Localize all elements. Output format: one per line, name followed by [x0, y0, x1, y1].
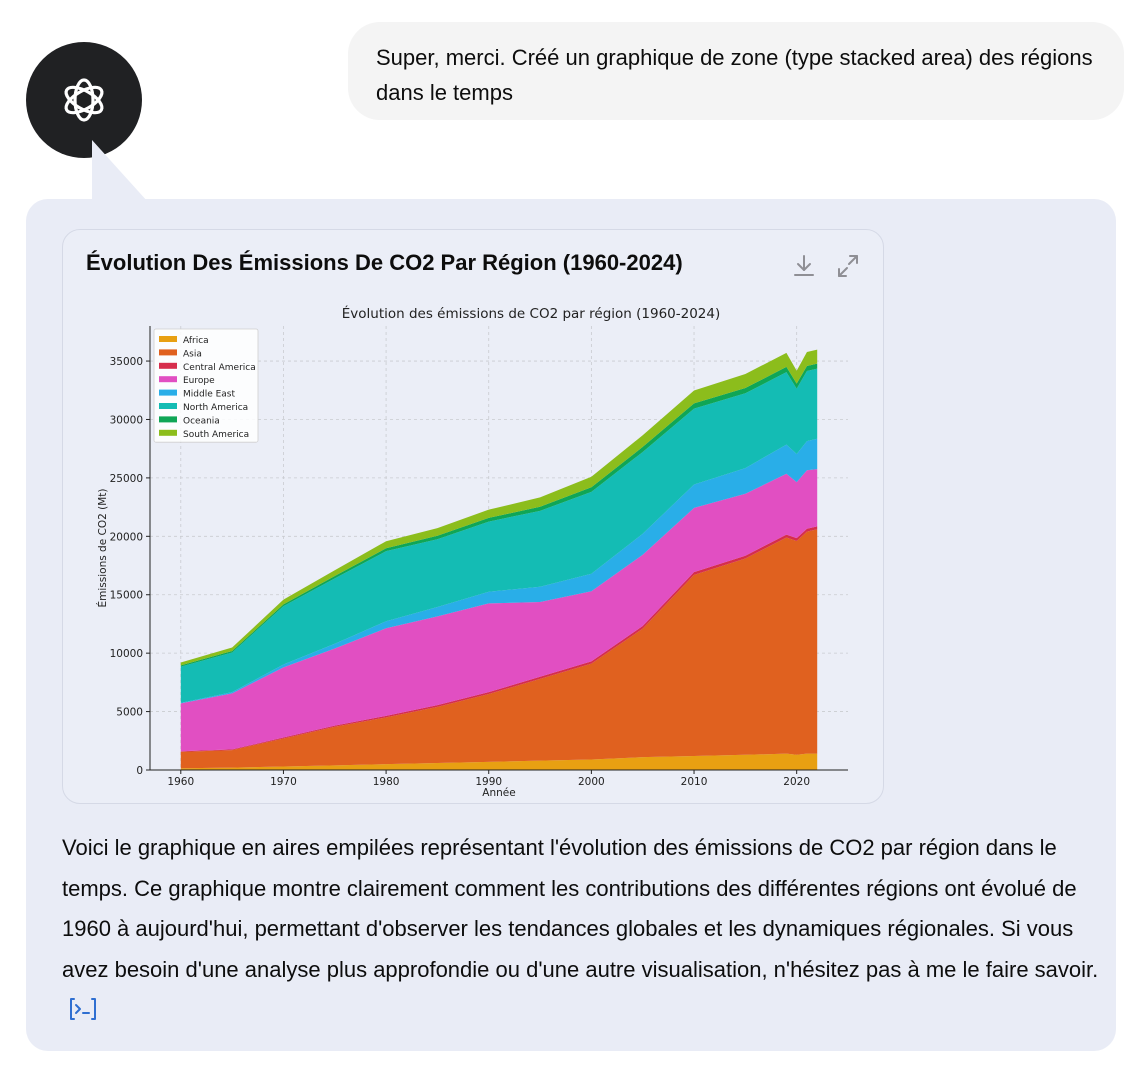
y-tick-label: 20000 — [110, 531, 143, 543]
x-tick-label: 2010 — [681, 776, 708, 788]
area-south-america — [180, 349, 818, 666]
area-africa — [180, 753, 818, 770]
chart-svg: 1960 1970 1980 1990 2000 2010 2020 0 5000 10000 15… — [96, 305, 848, 799]
legend-box — [153, 328, 259, 443]
x-tick-label: 1980 — [373, 776, 400, 788]
legend-swatch-africa — [159, 336, 177, 342]
legend-label-north-america: North America — [183, 403, 248, 413]
download-icon[interactable] — [791, 253, 817, 279]
legend-swatch-middle-east — [159, 389, 177, 396]
x-tick-label: 2020 — [783, 776, 810, 788]
area-middle-east — [180, 438, 818, 704]
x-tick-label: 1990 — [475, 776, 502, 788]
user-message-bubble: Super, merci. Créé un graphique de zone … — [348, 22, 1124, 120]
area-north-america — [180, 368, 818, 703]
chart-card-title: Évolution Des Émissions De CO2 Par Régio… — [86, 250, 683, 275]
legend-swatch-central-america — [159, 362, 177, 369]
chart-title: Évolution des émissions de CO2 par régio… — [342, 305, 721, 322]
x-tick-label: 1970 — [270, 776, 297, 788]
y-tick-label: 10000 — [110, 648, 143, 660]
x-axis-label: Année — [482, 787, 515, 799]
user-message-text: Super, merci. Créé un graphique de zone … — [376, 45, 1093, 105]
area-europe — [180, 469, 818, 752]
stacked-area-chart: 1960 1970 1980 1990 2000 2010 2020 0 5000 10000 15… — [88, 296, 868, 801]
y-tick-label: 35000 — [110, 356, 143, 368]
expand-icon[interactable] — [835, 253, 861, 279]
legend-swatch-north-america — [159, 403, 177, 409]
legend-swatch-south-america — [159, 429, 177, 436]
legend-swatch-europe — [159, 376, 177, 383]
legend-label-europe: Europe — [183, 376, 215, 386]
speech-tail — [92, 140, 148, 202]
assistant-avatar — [26, 42, 142, 158]
legend-label-asia: Asia — [183, 349, 202, 359]
y-tick-label: 25000 — [110, 473, 143, 485]
area-asia — [180, 529, 818, 769]
legend-label-oceania: Oceania — [183, 416, 220, 426]
legend-label-south-america: South America — [183, 430, 249, 440]
legend-swatch-oceania — [159, 416, 177, 423]
x-tick-label: 2000 — [578, 776, 605, 788]
legend-label-africa: Africa — [183, 336, 209, 346]
legend-label-central-america: Central America — [183, 363, 256, 373]
y-tick-label: 0 — [136, 765, 143, 777]
openai-logo-icon — [64, 78, 104, 122]
assistant-reply: Voici le graphique en aires empilées rep… — [62, 828, 1102, 1031]
code-interpreter-icon[interactable] — [68, 997, 98, 1021]
legend-label-middle-east: Middle East — [183, 390, 235, 400]
y-axis-label: Émissions de CO2 (Mt) — [96, 489, 109, 608]
y-tick-label: 15000 — [110, 590, 143, 602]
y-tick-label: 30000 — [110, 414, 143, 426]
assistant-reply-text: Voici le graphique en aires empilées rep… — [62, 835, 1099, 982]
y-tick-label: 5000 — [116, 707, 143, 719]
legend-swatch-asia — [159, 349, 177, 356]
x-tick-label: 1960 — [167, 776, 194, 788]
